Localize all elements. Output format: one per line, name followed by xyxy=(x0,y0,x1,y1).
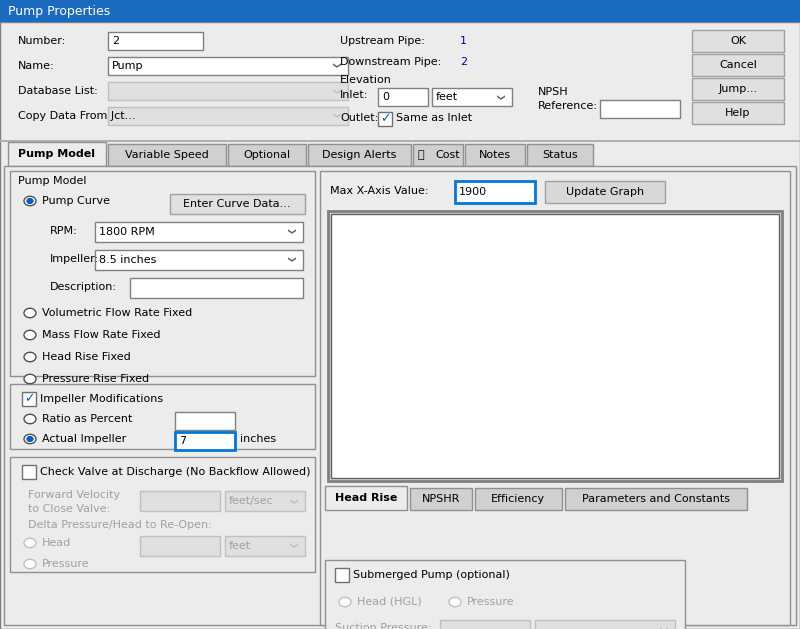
Text: Max X-Axis Value:: Max X-Axis Value: xyxy=(330,186,429,196)
Text: feet: feet xyxy=(229,541,251,551)
Text: Help: Help xyxy=(726,108,750,118)
Text: ❯: ❯ xyxy=(287,542,297,550)
Text: Pump Curve: Pump Curve xyxy=(42,196,110,206)
Text: 1: 1 xyxy=(460,36,467,46)
Text: Pump Model: Pump Model xyxy=(18,176,86,186)
Text: Jump...: Jump... xyxy=(718,84,758,94)
Text: Variable Speed: Variable Speed xyxy=(125,150,209,160)
Text: Enter Curve Data...: Enter Curve Data... xyxy=(183,199,290,209)
Text: Database List:: Database List: xyxy=(18,86,98,96)
Text: Pressure Rise Fixed: Pressure Rise Fixed xyxy=(42,374,149,384)
Text: Inlet:: Inlet: xyxy=(340,90,368,100)
Text: ❯: ❯ xyxy=(286,257,294,264)
Text: Pump Properties: Pump Properties xyxy=(8,4,110,18)
Text: Update Graph: Update Graph xyxy=(566,187,644,197)
Text: Number:: Number: xyxy=(18,36,66,46)
Text: Forward Velocity: Forward Velocity xyxy=(28,490,120,500)
Legend: Original, Modified: Original, Modified xyxy=(677,242,770,276)
Text: Head Rise: Head Rise xyxy=(335,493,397,503)
Text: Delta Pressure/Head to Re-Open:: Delta Pressure/Head to Re-Open: xyxy=(28,520,212,530)
Text: ❯: ❯ xyxy=(286,228,294,235)
Text: Outlet:: Outlet: xyxy=(340,113,378,123)
Text: feet: feet xyxy=(436,92,458,102)
Text: ❯: ❯ xyxy=(494,94,503,101)
Text: Copy Data From Jct...: Copy Data From Jct... xyxy=(18,111,135,121)
Text: Cost: Cost xyxy=(435,150,460,160)
Text: 2: 2 xyxy=(112,36,119,46)
Text: 1800 RPM: 1800 RPM xyxy=(99,227,154,237)
Text: Volumetric Flow Rate Fixed: Volumetric Flow Rate Fixed xyxy=(42,308,192,318)
Text: 8.5 inches: 8.5 inches xyxy=(99,255,156,265)
Text: 1900: 1900 xyxy=(459,187,487,197)
Text: Suction Pressure:: Suction Pressure: xyxy=(335,623,431,629)
Text: Impeller Modifications: Impeller Modifications xyxy=(40,394,163,404)
Text: Head (HGL): Head (HGL) xyxy=(357,597,422,607)
Text: Design Alerts: Design Alerts xyxy=(322,150,396,160)
Text: Pump Model: Pump Model xyxy=(18,149,95,159)
Text: Actual Impeller: Actual Impeller xyxy=(42,434,126,444)
Text: Ratio as Percent: Ratio as Percent xyxy=(42,414,132,424)
Text: Upstream Pipe:: Upstream Pipe: xyxy=(340,36,425,46)
Text: Status: Status xyxy=(542,150,578,160)
Text: to Close Valve:: to Close Valve: xyxy=(28,504,110,514)
Text: Parameters and Constants: Parameters and Constants xyxy=(582,494,730,504)
Text: ❯: ❯ xyxy=(658,626,666,629)
Text: Head Rise Fixed: Head Rise Fixed xyxy=(42,352,130,362)
Text: NPSH: NPSH xyxy=(538,87,569,97)
Text: 2: 2 xyxy=(460,57,467,67)
Text: Efficiency: Efficiency xyxy=(491,494,545,504)
Text: Check Valve at Discharge (No Backflow Allowed): Check Valve at Discharge (No Backflow Al… xyxy=(40,467,310,477)
Text: Pressure: Pressure xyxy=(42,559,90,569)
Text: Head: Head xyxy=(42,538,71,548)
Text: ❯: ❯ xyxy=(330,113,339,120)
Text: Cancel: Cancel xyxy=(719,60,757,70)
Text: Downstream Pipe:: Downstream Pipe: xyxy=(340,57,442,67)
Text: 7: 7 xyxy=(179,436,186,446)
Text: Submerged Pump (optional): Submerged Pump (optional) xyxy=(353,570,510,580)
Text: ❯: ❯ xyxy=(330,87,339,94)
Text: NPSHR: NPSHR xyxy=(422,494,460,504)
Text: Elevation: Elevation xyxy=(340,75,392,85)
Text: 🙂: 🙂 xyxy=(418,150,425,160)
Text: Impeller:: Impeller: xyxy=(50,254,99,264)
Text: OK: OK xyxy=(730,36,746,46)
Text: Pressure: Pressure xyxy=(467,597,514,607)
Text: RPM:: RPM: xyxy=(50,226,78,236)
Text: ❯: ❯ xyxy=(330,62,339,69)
Text: inches: inches xyxy=(240,434,276,444)
Text: ✓: ✓ xyxy=(380,113,390,126)
Text: ❯: ❯ xyxy=(287,498,297,504)
Text: ✓: ✓ xyxy=(24,392,34,406)
Text: Description:: Description: xyxy=(50,282,117,292)
Y-axis label: dH (feet): dH (feet) xyxy=(335,316,345,366)
X-axis label: Q (gal/min): Q (gal/min) xyxy=(486,470,549,481)
Text: Mass Flow Rate Fixed: Mass Flow Rate Fixed xyxy=(42,330,161,340)
Text: feet/sec: feet/sec xyxy=(229,496,274,506)
Text: Name:: Name: xyxy=(18,61,54,71)
Text: 0: 0 xyxy=(382,92,389,102)
Text: Optional: Optional xyxy=(243,150,290,160)
Text: Reference:: Reference: xyxy=(538,101,598,111)
Text: Same as Inlet: Same as Inlet xyxy=(396,113,472,123)
Text: Notes: Notes xyxy=(479,150,511,160)
Text: Pump: Pump xyxy=(112,61,143,71)
